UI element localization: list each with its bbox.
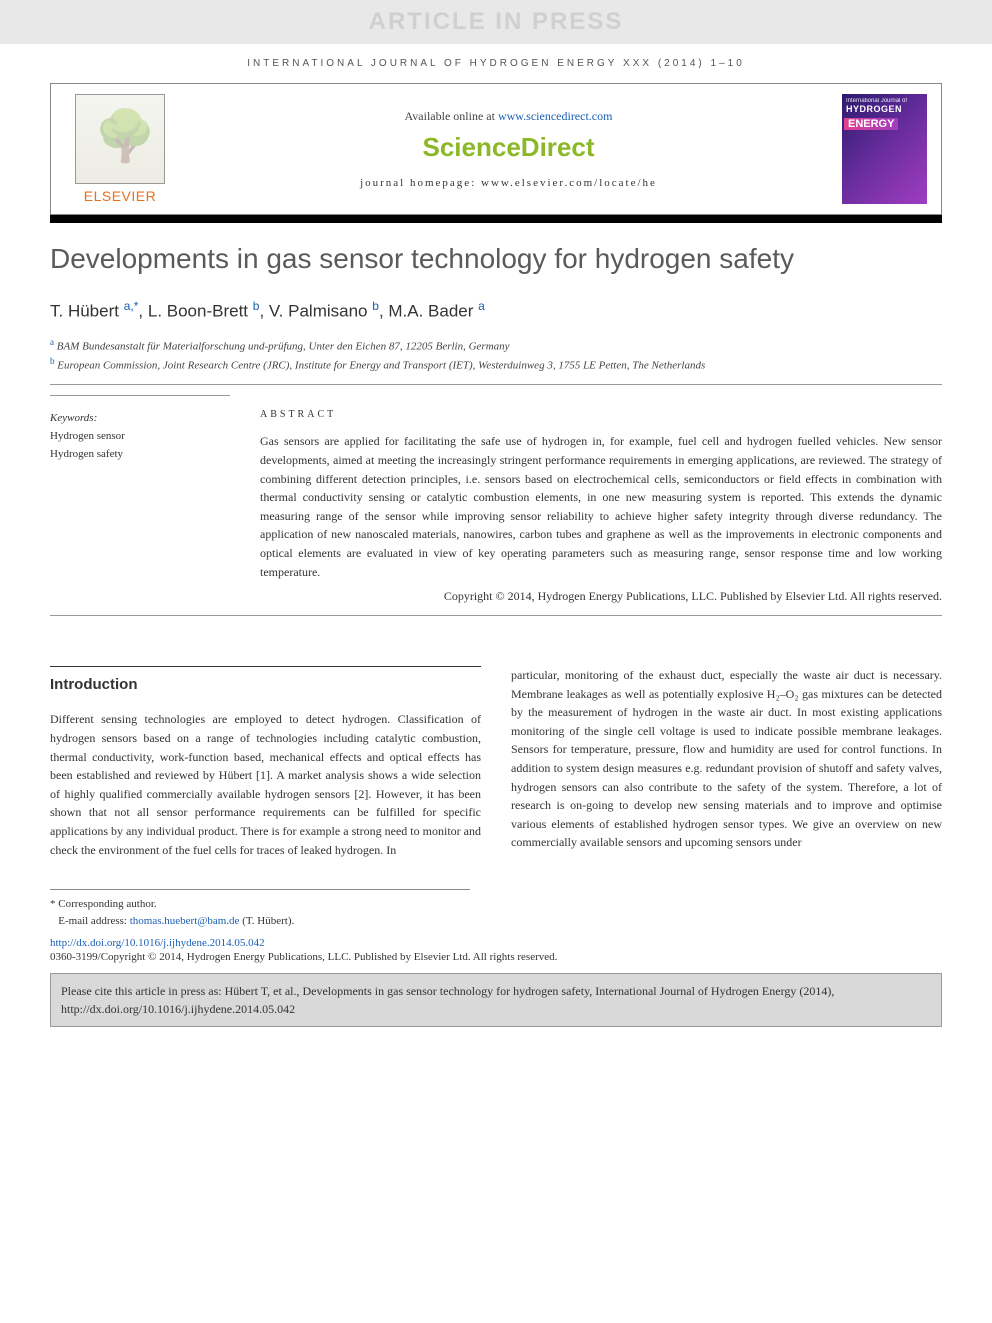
divider-2: [50, 615, 942, 616]
elsevier-tree-icon: [75, 94, 165, 184]
available-online: Available online at www.sciencedirect.co…: [175, 109, 842, 124]
keyword-2: Hydrogen safety: [50, 446, 230, 464]
keywords-column: Keywords: Hydrogen sensor Hydrogen safet…: [50, 395, 230, 605]
journal-reference: INTERNATIONAL JOURNAL OF HYDROGEN ENERGY…: [0, 44, 992, 83]
elsevier-logo: ELSEVIER: [65, 94, 175, 204]
body-column-left: Introduction Different sensing technolog…: [50, 666, 481, 859]
intro-para-1: Different sensing technologies are emplo…: [50, 710, 481, 859]
article-in-press-banner: ARTICLE IN PRESS: [0, 0, 992, 44]
elsevier-name: ELSEVIER: [65, 188, 175, 204]
body-column-right: particular, monitoring of the exhaust du…: [511, 666, 942, 859]
journal-homepage: journal homepage: www.elsevier.com/locat…: [175, 177, 842, 189]
authors: T. Hübert a,*, L. Boon-Brett b, V. Palmi…: [50, 299, 942, 322]
author-4-sup[interactable]: a: [478, 299, 485, 313]
affiliation-b: b European Commission, Joint Research Ce…: [50, 355, 942, 374]
available-text: Available online at: [405, 109, 498, 123]
abstract-column: ABSTRACT Gas sensors are applied for fac…: [260, 395, 942, 605]
black-bar-top: [50, 215, 942, 223]
author-3-sup[interactable]: b: [372, 299, 379, 313]
abstract-row: Keywords: Hydrogen sensor Hydrogen safet…: [50, 395, 942, 605]
author-3: V. Palmisano: [269, 302, 368, 321]
cover-energy: ENERGY: [844, 118, 898, 130]
affiliations: a BAM Bundesanstalt für Materialforschun…: [50, 336, 942, 374]
keyword-1: Hydrogen sensor: [50, 428, 230, 446]
abstract-text: Gas sensors are applied for facilitating…: [260, 432, 942, 581]
abstract-heading: ABSTRACT: [260, 409, 942, 420]
divider-1: [50, 384, 942, 385]
sciencedirect-brand: ScienceDirect: [175, 132, 842, 163]
corresponding-author: * Corresponding author.: [50, 896, 470, 913]
author-1-sup[interactable]: a,*: [124, 299, 139, 313]
keywords-label: Keywords:: [50, 410, 230, 428]
body-columns: Introduction Different sensing technolog…: [50, 666, 942, 859]
author-2-sup[interactable]: b: [253, 299, 260, 313]
email-link[interactable]: thomas.huebert@bam.de: [130, 915, 240, 927]
introduction-heading: Introduction: [50, 666, 481, 696]
title-section: Developments in gas sensor technology fo…: [50, 241, 942, 277]
article-title: Developments in gas sensor technology fo…: [50, 241, 942, 277]
abstract-copyright: Copyright © 2014, Hydrogen Energy Public…: [260, 587, 942, 605]
affiliation-a: a BAM Bundesanstalt für Materialforschun…: [50, 336, 942, 355]
cover-subtitle: International Journal of: [842, 94, 927, 104]
cite-this-article-box: Please cite this article in press as: Hü…: [50, 973, 942, 1027]
sciencedirect-link[interactable]: www.sciencedirect.com: [498, 109, 613, 123]
journal-cover: International Journal of HYDROGEN ENERGY: [842, 94, 927, 204]
email-line: E-mail address: thomas.huebert@bam.de (T…: [50, 913, 470, 930]
header-box: ELSEVIER Available online at www.science…: [50, 83, 942, 215]
cover-hydrogen: HYDROGEN: [842, 104, 927, 114]
doi-link[interactable]: http://dx.doi.org/10.1016/j.ijhydene.201…: [50, 937, 942, 949]
issn-line: 0360-3199/Copyright © 2014, Hydrogen Ene…: [50, 951, 942, 963]
header-center: Available online at www.sciencedirect.co…: [175, 109, 842, 189]
footnote-block: * Corresponding author. E-mail address: …: [50, 889, 470, 929]
author-4: M.A. Bader: [388, 302, 473, 321]
author-1: T. Hübert: [50, 302, 119, 321]
intro-para-2: particular, monitoring of the exhaust du…: [511, 666, 942, 852]
author-2: L. Boon-Brett: [148, 302, 248, 321]
